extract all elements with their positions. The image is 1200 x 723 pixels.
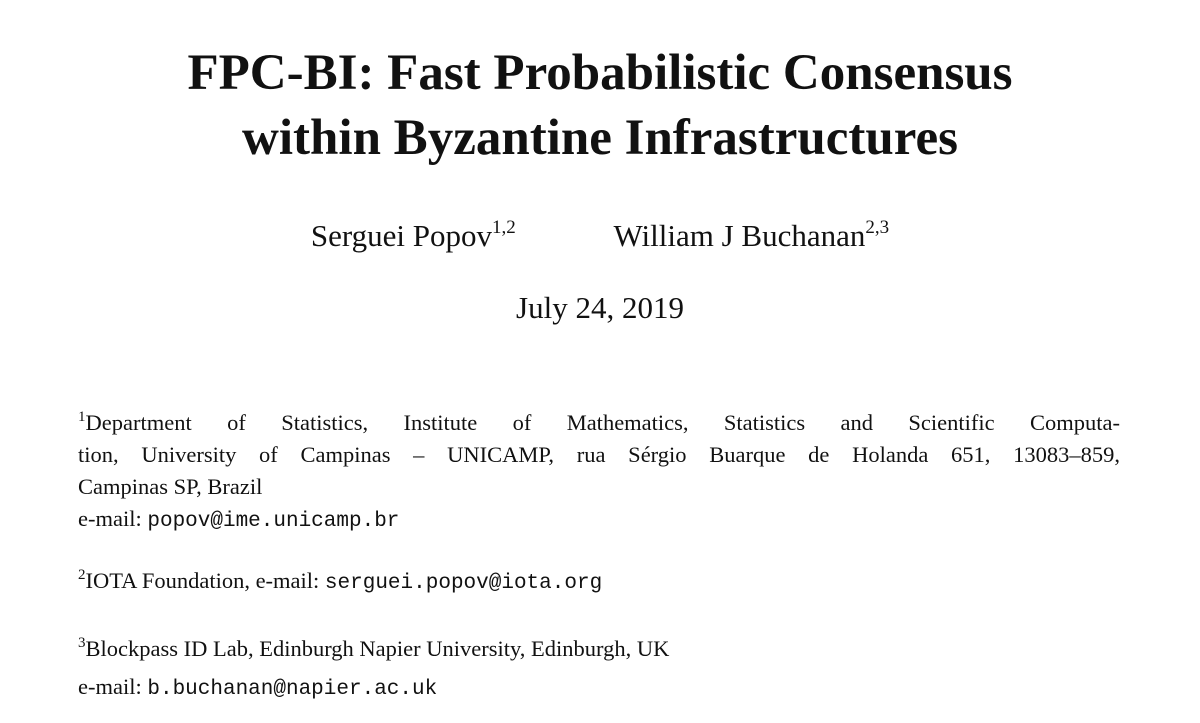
email-line: e-mail: b.buchanan@napier.ac.uk <box>78 674 437 701</box>
affiliation-line: tion, University of Campinas – UNICAMP, … <box>78 442 1120 467</box>
affiliation-line: 2IOTA Foundation, e-mail: serguei.popov@… <box>78 567 603 596</box>
affiliation-mark: 1 <box>78 409 86 425</box>
email: popov@ime.unicamp.br <box>147 510 400 533</box>
affiliation-text: Blockpass ID Lab, Edinburgh Napier Unive… <box>85 636 670 661</box>
title-line: FPC-BI: Fast Probabilistic Consensus <box>187 45 1013 101</box>
date: July 24, 2019 <box>516 290 684 325</box>
affiliation-line: 1Department of Statistics, Institute of … <box>78 410 1120 436</box>
authors: Serguei Popov1,2 William J Buchanan2,3 <box>0 218 1200 254</box>
affiliation-line: Campinas SP, Brazil <box>78 474 263 499</box>
email-label: e-mail: <box>78 674 142 699</box>
author-name: William J Buchanan <box>613 218 866 253</box>
affiliation-mark: 2 <box>78 567 86 583</box>
affiliation-text: Department of Statistics, Institute of M… <box>85 410 1121 435</box>
author: William J Buchanan2,3 <box>614 218 890 253</box>
title-line: within Byzantine Infrastructures <box>242 110 958 166</box>
affiliation-text: IOTA Foundation, e-mail: <box>85 568 320 593</box>
author-affiliation: 1,2 <box>492 217 516 238</box>
email: b.buchanan@napier.ac.uk <box>147 678 438 701</box>
affiliation-mark: 3 <box>78 635 86 651</box>
email-label: e-mail: <box>78 506 142 531</box>
email: serguei.popov@iota.org <box>324 572 603 595</box>
author: Serguei Popov1,2 <box>311 218 516 253</box>
author-name: Serguei Popov <box>310 218 492 253</box>
email-line: e-mail: popov@ime.unicamp.br <box>78 506 399 533</box>
affiliation-line: 3Blockpass ID Lab, Edinburgh Napier Univ… <box>78 636 669 662</box>
author-affiliation: 2,3 <box>865 217 890 238</box>
